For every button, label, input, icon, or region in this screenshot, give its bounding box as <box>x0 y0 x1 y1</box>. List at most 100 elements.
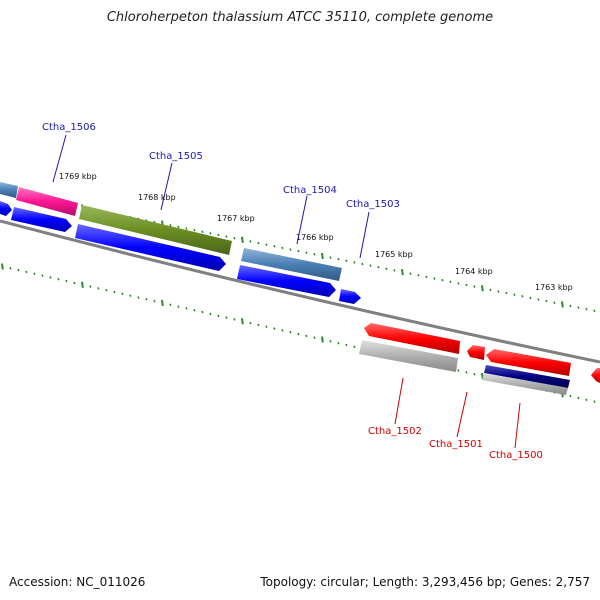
minor-tick <box>353 345 356 349</box>
minor-tick <box>49 276 52 279</box>
minor-tick <box>73 281 76 285</box>
genome-stats-label: Topology: circular; Length: 3,293,456 bp… <box>260 575 590 589</box>
kbp-label: 1767 kbp <box>217 214 255 223</box>
minor-tick <box>569 394 572 398</box>
kbp-label: 1765 kbp <box>375 250 413 259</box>
gene-feature-ctha-1500-gray[interactable] <box>482 373 568 395</box>
minor-tick <box>217 314 220 318</box>
major-tick <box>1 263 4 270</box>
minor-tick <box>473 285 476 288</box>
minor-tick <box>289 248 292 251</box>
minor-tick <box>433 277 436 280</box>
minor-tick <box>281 329 284 332</box>
kbp-label: 1769 kbp <box>59 172 97 181</box>
minor-tick <box>529 296 532 300</box>
minor-tick <box>137 296 140 299</box>
minor-tick <box>313 336 316 339</box>
minor-tick <box>177 225 180 229</box>
gene-label-ctha-1501[interactable]: Ctha_1501 <box>429 439 483 450</box>
minor-tick <box>185 227 188 230</box>
minor-tick <box>313 253 316 256</box>
minor-tick <box>337 341 340 345</box>
minor-tick <box>297 332 300 336</box>
minor-tick <box>513 293 516 296</box>
cds-feature[interactable] <box>0 201 12 216</box>
minor-tick <box>473 372 476 376</box>
cds-feature[interactable] <box>591 368 600 383</box>
leader-lines-reverse <box>394 377 521 449</box>
minor-tick <box>209 312 212 316</box>
minor-tick <box>57 277 60 281</box>
minor-tick <box>537 298 540 301</box>
minor-tick <box>449 280 452 284</box>
cds-feature-ctha-1506[interactable] <box>11 207 72 232</box>
minor-tick <box>209 232 212 235</box>
gene-label-ctha-1505[interactable]: Ctha_1505 <box>149 151 203 162</box>
minor-tick <box>377 265 380 269</box>
minor-tick <box>9 266 12 270</box>
minor-tick <box>121 292 124 296</box>
gene-label-ctha-1500[interactable]: Ctha_1500 <box>489 450 543 461</box>
leader-lines-forward <box>52 134 370 259</box>
major-tick <box>321 336 324 343</box>
major-tick <box>401 268 404 276</box>
minor-tick <box>169 303 172 307</box>
gene-feature[interactable] <box>0 182 18 198</box>
minor-tick <box>201 230 204 234</box>
kbp-label: 1764 kbp <box>455 267 493 276</box>
minor-tick <box>369 264 372 267</box>
cds-feature-ctha-1505[interactable] <box>75 224 226 271</box>
minor-tick <box>577 306 580 309</box>
cds-feature-ctha-1501[interactable] <box>467 345 485 360</box>
minor-tick <box>273 244 276 248</box>
minor-tick <box>305 334 308 338</box>
gene-feature-ctha-1505[interactable] <box>79 205 232 255</box>
minor-tick <box>153 299 156 303</box>
gene-feature-ctha-1502[interactable] <box>359 340 458 372</box>
minor-tick <box>129 294 132 297</box>
minor-tick <box>265 325 268 329</box>
gene-feature-ctha-1504[interactable] <box>241 248 342 281</box>
minor-tick <box>193 228 196 232</box>
minor-tick <box>257 323 260 327</box>
accession-label: Accession: NC_011026 <box>9 575 146 589</box>
minor-tick <box>265 243 268 246</box>
minor-tick <box>553 301 556 305</box>
minor-tick <box>273 327 276 330</box>
cds-feature-ctha-1503[interactable] <box>339 289 361 304</box>
cds-feature-ctha-1502[interactable] <box>364 323 460 354</box>
minor-tick <box>17 268 20 272</box>
gene-label-ctha-1502[interactable]: Ctha_1502 <box>368 426 422 437</box>
gene-label-ctha-1504[interactable]: Ctha_1504 <box>283 185 337 196</box>
gene-label-ctha-1503[interactable]: Ctha_1503 <box>346 199 400 210</box>
minor-tick <box>257 241 260 245</box>
minor-tick <box>417 274 420 277</box>
minor-tick <box>289 330 292 334</box>
minor-tick <box>25 270 28 274</box>
minor-tick <box>569 304 572 308</box>
cds-feature-ctha-1500[interactable] <box>486 349 571 376</box>
minor-tick <box>225 235 228 238</box>
minor-tick <box>457 282 460 285</box>
gene-feature-ctha-1500[interactable] <box>484 365 570 388</box>
minor-tick <box>521 294 524 298</box>
minor-tick <box>465 283 468 287</box>
minor-tick <box>33 272 36 276</box>
minor-tick <box>545 299 548 303</box>
minor-tick <box>337 257 340 261</box>
minor-tick <box>489 288 492 292</box>
minor-tick <box>305 251 308 255</box>
tick-row-upper <box>1 188 596 313</box>
minor-tick <box>393 269 396 272</box>
minor-tick <box>41 274 44 277</box>
minor-tick <box>585 398 588 402</box>
major-tick <box>321 252 324 260</box>
minor-tick <box>577 396 580 400</box>
minor-tick <box>353 261 356 264</box>
minor-tick <box>185 307 188 310</box>
minor-tick <box>89 285 92 288</box>
gene-feature-ctha-1506[interactable] <box>16 187 78 216</box>
gene-label-ctha-1506[interactable]: Ctha_1506 <box>42 122 96 133</box>
major-tick <box>161 299 164 307</box>
cds-feature-ctha-1504[interactable] <box>237 265 336 297</box>
